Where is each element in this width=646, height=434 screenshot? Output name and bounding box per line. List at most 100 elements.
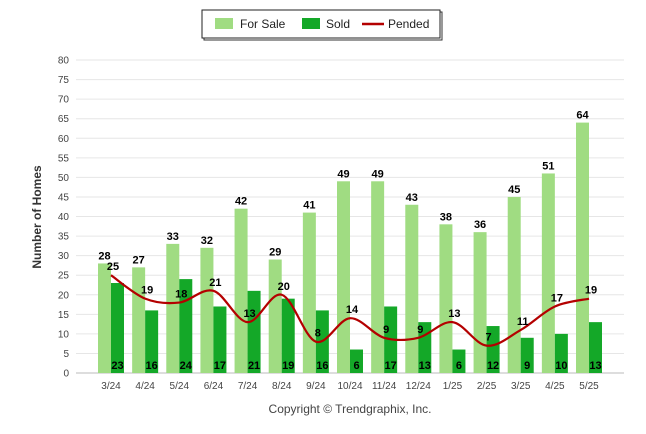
y-tick-label: 65 (58, 114, 70, 125)
data-label-for-sale: 38 (440, 211, 452, 223)
bar-for-sale (576, 122, 589, 373)
bar-for-sale (371, 181, 385, 373)
y-axis-title: Number of Homes (30, 165, 44, 269)
data-label-pended: 8 (315, 328, 321, 340)
legend-swatch-sold[interactable] (302, 18, 320, 29)
data-label-pended: 9 (417, 324, 423, 336)
legend: For Sale Sold Pended (201, 9, 443, 41)
y-tick-label: 15 (58, 310, 70, 321)
data-label-for-sale: 28 (98, 250, 110, 262)
x-tick-label: 3/25 (511, 381, 531, 392)
bar-sold (554, 333, 568, 373)
y-tick-label: 45 (58, 192, 70, 203)
x-tick-label: 9/24 (306, 381, 326, 392)
legend-swatch-for-sale[interactable] (215, 18, 233, 29)
data-label-sold: 6 (456, 360, 462, 372)
y-tick-label: 50 (58, 173, 70, 184)
bar-for-sale (541, 173, 555, 373)
y-tick-label: 0 (63, 369, 69, 380)
data-label-for-sale: 49 (337, 168, 349, 180)
data-label-for-sale: 41 (303, 200, 315, 212)
x-tick-label: 11/24 (372, 381, 397, 392)
x-tick-label: 5/24 (170, 381, 190, 392)
bar-sold (486, 326, 500, 373)
bar-for-sale (507, 196, 521, 373)
data-labels: 28 23 25 27 16 19 33 24 18 32 17 21 42 21 13 29 19 20 41 16… (98, 110, 601, 372)
y-tick-label: 25 (58, 271, 70, 282)
bar-for-sale (98, 263, 111, 373)
data-label-for-sale: 42 (235, 196, 247, 208)
x-tick-label: 3/24 (101, 381, 121, 392)
data-label-sold: 17 (385, 360, 397, 372)
data-label-sold: 19 (282, 360, 294, 372)
data-label-sold: 23 (111, 360, 123, 372)
pended-line-path (110, 274, 590, 347)
bar-for-sale (405, 204, 419, 373)
x-tick-label: 8/24 (272, 381, 292, 392)
x-tick-label: 5/25 (579, 381, 599, 392)
data-label-pended: 17 (551, 292, 563, 304)
bar-for-sale (337, 181, 350, 373)
data-label-pended: 19 (585, 285, 597, 297)
data-label-for-sale: 45 (508, 184, 520, 196)
data-label-pended: 18 (175, 289, 187, 301)
data-label-sold: 21 (248, 360, 260, 372)
x-tick-label: 10/24 (337, 381, 362, 392)
data-label-sold: 24 (180, 360, 193, 372)
y-tick-label: 10 (58, 329, 70, 340)
y-tick-label: 20 (58, 290, 70, 301)
data-label-for-sale: 29 (269, 247, 281, 259)
data-label-sold: 9 (524, 360, 530, 372)
bar-for-sale (302, 212, 316, 373)
data-label-for-sale: 32 (201, 235, 213, 247)
data-label-for-sale: 64 (576, 110, 589, 122)
x-tick-label: 4/24 (135, 381, 155, 392)
data-label-for-sale: 49 (372, 168, 384, 180)
x-axis-ticks: 3/24 4/24 5/24 6/24 7/24 8/24 9/24 10/24 11/24 12… (101, 381, 599, 392)
bar-sold (350, 349, 363, 373)
data-label-sold: 10 (555, 360, 567, 372)
x-tick-label: 1/25 (443, 381, 463, 392)
bar-sold (452, 349, 466, 373)
data-label-sold: 16 (146, 360, 158, 372)
pended-line (110, 274, 590, 347)
bar-sold (247, 290, 261, 373)
x-tick-label: 2/25 (477, 381, 497, 392)
bar-for-sale (439, 224, 453, 373)
data-label-pended: 20 (278, 281, 290, 293)
data-label-pended: 25 (107, 261, 119, 273)
legend-label-pended[interactable]: Pended (388, 17, 429, 31)
data-label-sold: 17 (214, 360, 226, 372)
bar-sold (145, 310, 159, 373)
y-tick-label: 30 (58, 251, 70, 262)
x-tick-label: 6/24 (204, 381, 224, 392)
y-tick-label: 40 (58, 212, 70, 223)
x-tick-label: 7/24 (238, 381, 258, 392)
bar-for-sale (132, 267, 146, 373)
data-label-pended: 13 (448, 308, 460, 320)
bar-for-sale (200, 247, 214, 373)
data-label-pended: 9 (383, 324, 389, 336)
bar-sold (111, 283, 124, 373)
bar-for-sale (234, 208, 248, 373)
data-label-pended: 19 (141, 285, 153, 297)
data-label-pended: 14 (346, 304, 359, 316)
data-label-for-sale: 51 (542, 160, 554, 172)
y-tick-label: 75 (58, 75, 70, 86)
legend-frame (201, 9, 441, 39)
bar-sold (418, 322, 432, 373)
data-label-for-sale: 36 (474, 219, 486, 231)
legend-label-sold[interactable]: Sold (326, 17, 350, 31)
data-label-pended: 21 (209, 277, 221, 289)
copyright-text: Copyright © Trendgraphix, Inc. (269, 402, 432, 416)
bars (98, 122, 602, 373)
x-tick-label: 4/25 (545, 381, 565, 392)
y-tick-label: 60 (58, 134, 70, 145)
legend-label-for-sale[interactable]: For Sale (240, 17, 286, 31)
y-tick-label: 70 (58, 95, 70, 106)
data-label-for-sale: 33 (167, 231, 179, 243)
x-tick-label: 12/24 (406, 381, 431, 392)
data-label-for-sale: 27 (133, 254, 145, 266)
bar-for-sale (473, 232, 487, 373)
bar-sold (213, 306, 227, 373)
